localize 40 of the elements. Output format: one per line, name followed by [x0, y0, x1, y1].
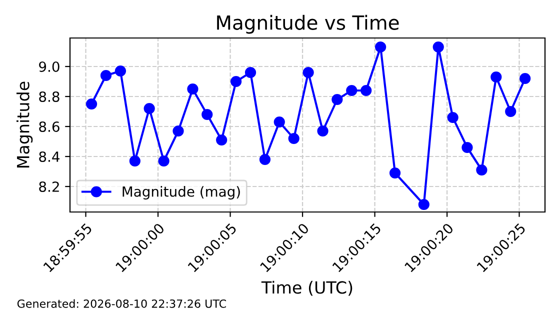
point	[476, 164, 488, 176]
y-tick-label: 8.6	[39, 121, 60, 132]
y-tick-label: 8.2	[39, 181, 59, 192]
legend-label: Magnitude (mag)	[122, 186, 240, 200]
point	[317, 125, 328, 137]
y-axis-title: Magnitude	[16, 82, 33, 168]
point	[172, 125, 184, 137]
y-tick-label: 9.0	[39, 61, 60, 72]
point	[114, 65, 126, 77]
point	[216, 134, 228, 146]
text: Generated: 2026-08-10 22:37:26 UTC	[17, 299, 226, 308]
point	[360, 84, 372, 96]
point	[144, 102, 155, 114]
point	[100, 70, 112, 82]
y-tick-label: 8.8	[39, 91, 60, 102]
point	[158, 155, 170, 167]
point	[302, 66, 314, 78]
point	[462, 142, 473, 154]
point	[230, 76, 242, 88]
point	[520, 72, 531, 84]
point	[288, 132, 300, 144]
y-tick-label: 8.4	[39, 151, 60, 162]
point	[86, 98, 98, 110]
point	[447, 112, 458, 124]
point	[274, 116, 285, 128]
point	[244, 66, 256, 78]
point	[375, 41, 386, 53]
point	[202, 108, 213, 120]
chart-title: Magnitude vs Time	[217, 14, 399, 34]
point	[332, 94, 343, 106]
x-axis-title: Time (UTC)	[261, 280, 352, 296]
point	[505, 106, 516, 118]
point	[389, 167, 401, 179]
point	[187, 83, 198, 95]
point	[418, 198, 430, 210]
point	[432, 41, 444, 53]
point	[490, 71, 502, 83]
point	[129, 155, 140, 167]
point	[259, 154, 271, 166]
point	[346, 84, 358, 96]
